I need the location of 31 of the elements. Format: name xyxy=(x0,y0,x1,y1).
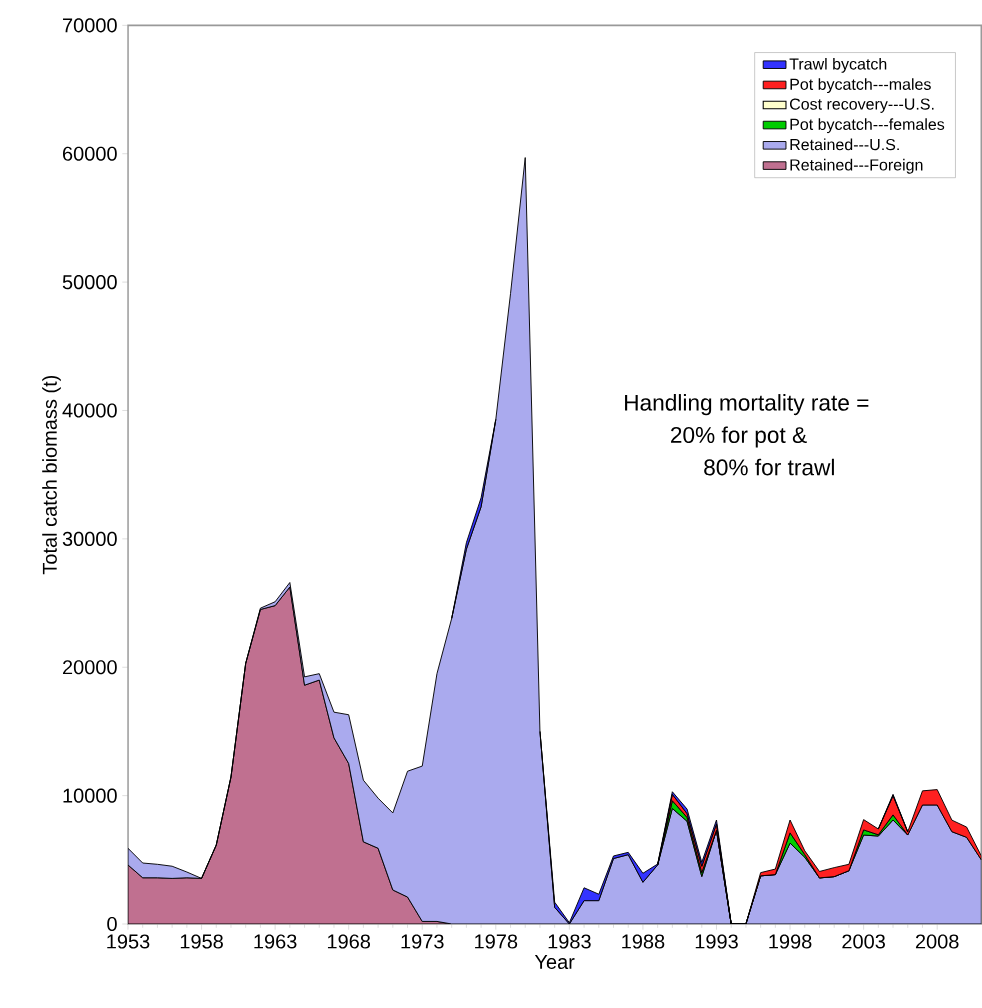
x-tick-label: 1993 xyxy=(695,934,738,949)
y-tick-label: 50000 xyxy=(62,275,117,290)
x-tick-label: 1953 xyxy=(107,934,150,949)
legend-label: Pot bycatch---males xyxy=(790,78,931,94)
x-axis-title: Year xyxy=(534,955,575,969)
legend-label: Trawl bycatch xyxy=(789,57,887,73)
x-tick-label: 1958 xyxy=(180,934,223,949)
x-tick-label: 1963 xyxy=(254,934,297,949)
y-tick-label: 30000 xyxy=(62,531,117,546)
y-tick-label: 60000 xyxy=(63,146,117,161)
x-tick-label: 1973 xyxy=(401,934,444,949)
x-tick-label: 1983 xyxy=(548,934,591,949)
x-tick-label: 1998 xyxy=(769,934,812,949)
legend-label: Pot bycatch---females xyxy=(790,118,945,134)
y-tick-label: 0 xyxy=(107,916,117,932)
x-tick-label: 2008 xyxy=(915,934,959,949)
legend-label: Retained---Foreign xyxy=(790,158,923,174)
x-tick-label: 1988 xyxy=(622,934,665,949)
annotation: Handling mortality rate = xyxy=(625,394,869,416)
y-tick-label: 20000 xyxy=(62,660,117,675)
annotation: 80% for trawl xyxy=(704,458,834,476)
x-tick-label: 1978 xyxy=(475,934,518,949)
x-tick-label: 2003 xyxy=(842,934,885,949)
y-tick-label: 10000 xyxy=(63,788,117,803)
x-tick-label: 1968 xyxy=(327,934,371,949)
legend-label: Retained---U.S. xyxy=(790,138,899,151)
y-tick-label: 70000 xyxy=(63,18,117,33)
y-tick-label: 40000 xyxy=(62,403,117,418)
y-axis-title: Total catch biomass (t) xyxy=(42,375,61,575)
legend-label: Cost recovery---U.S. xyxy=(790,98,934,113)
annotation: 20% for pot & xyxy=(671,426,807,448)
